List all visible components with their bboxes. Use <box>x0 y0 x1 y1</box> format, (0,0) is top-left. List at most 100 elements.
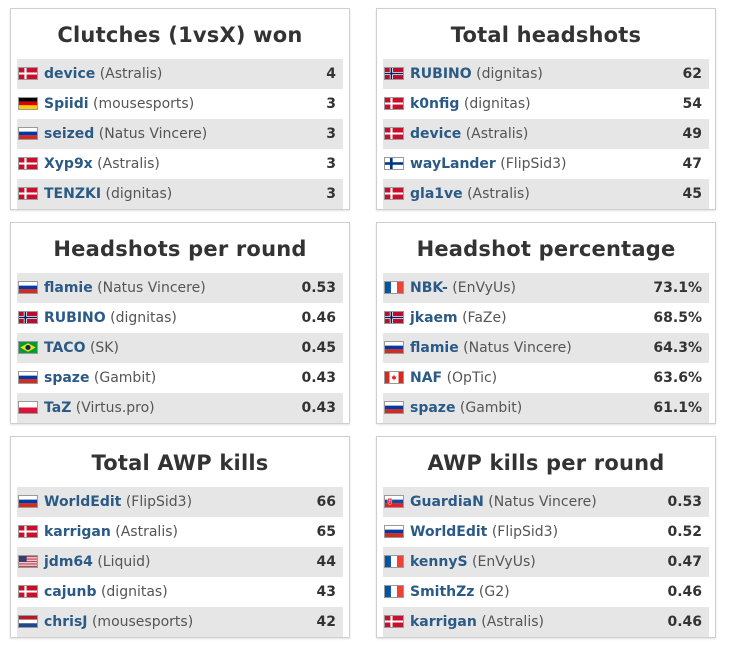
team-name: (dignitas) <box>100 584 168 600</box>
team-name: (Natus Vincere) <box>98 126 208 142</box>
slovakia-flag-icon <box>384 495 404 508</box>
player-entry: device (Astralis) <box>410 119 528 149</box>
stat-value: 0.47 <box>667 554 702 570</box>
headshots-per-round-panel: Headshots per round flamie (Natus Vincere… <box>10 222 350 424</box>
player-name-link[interactable]: TENZKI <box>44 186 102 202</box>
team-name: (Astralis) <box>97 156 160 172</box>
team-name: (FlipSid3) <box>125 494 193 510</box>
player-name-link[interactable]: NBK- <box>410 280 448 296</box>
team-name: (dignitas) <box>463 96 531 112</box>
table-row: RUBINO (dignitas) 0.46 <box>17 303 343 333</box>
stat-value: 0.46 <box>667 614 702 630</box>
clutches-won-panel: Clutches (1vsX) won device (Astralis) 4 Spi… <box>10 8 350 210</box>
player-name-link[interactable]: TaZ <box>44 400 72 416</box>
player-entry: flamie (Natus Vincere) <box>44 273 206 303</box>
team-name: (Liquid) <box>97 554 151 570</box>
team-name: (Astralis) <box>467 186 530 202</box>
table-row: Xyp9x (Astralis) 3 <box>17 149 343 179</box>
player-name-link[interactable]: device <box>44 66 96 82</box>
total-headshots-panel: Total headshots RUBINO (dignitas) 62 k0nfig… <box>376 8 716 210</box>
team-name: (Astralis) <box>481 614 544 630</box>
table-row: karrigan (Astralis) 65 <box>17 517 343 547</box>
denmark-flag-icon <box>18 525 38 538</box>
player-entry: GuardiaN (Natus Vincere) <box>410 487 597 517</box>
stat-value: 4 <box>326 66 336 82</box>
player-entry: jdm64 (Liquid) <box>44 547 151 577</box>
player-name-link[interactable]: Xyp9x <box>44 156 93 172</box>
player-entry: device (Astralis) <box>44 59 162 89</box>
player-name-link[interactable]: wayLander <box>410 156 496 172</box>
player-name-link[interactable]: karrigan <box>44 524 111 540</box>
denmark-flag-icon <box>384 97 404 110</box>
table-row: cajunb (dignitas) 43 <box>17 577 343 607</box>
player-name-link[interactable]: WorldEdit <box>410 524 488 540</box>
team-name: (Gambit) <box>459 400 523 416</box>
table-row: device (Astralis) 4 <box>17 59 343 89</box>
table-row: flamie (Natus Vincere) 64.3% <box>383 333 709 363</box>
stat-value: 0.52 <box>667 524 702 540</box>
table-row: TaZ (Virtus.pro) 0.43 <box>17 393 343 423</box>
player-name-link[interactable]: device <box>410 126 462 142</box>
team-name: (Natus Vincere) <box>463 340 572 356</box>
player-name-link[interactable]: RUBINO <box>44 310 106 326</box>
russia-flag-icon <box>18 495 38 508</box>
denmark-flag-icon <box>384 187 404 200</box>
player-entry: RUBINO (dignitas) <box>44 303 177 333</box>
table-row: flamie (Natus Vincere) 0.53 <box>17 273 343 303</box>
player-name-link[interactable]: seized <box>44 126 95 142</box>
player-name-link[interactable]: k0nfig <box>410 96 460 112</box>
player-entry: jkaem (FaZe) <box>410 303 507 333</box>
panel-title: Headshot percentage <box>416 237 676 261</box>
player-name-link[interactable]: Spiidi <box>44 96 89 112</box>
poland-flag-icon <box>18 401 38 414</box>
player-name-link[interactable]: RUBINO <box>410 66 472 82</box>
player-name-link[interactable]: cajunb <box>44 584 97 600</box>
table-row: spaze (Gambit) 61.1% <box>383 393 709 423</box>
team-name: (dignitas) <box>476 66 543 82</box>
team-name: (EnVyUs) <box>472 554 536 570</box>
team-name: (dignitas) <box>110 310 177 326</box>
team-name: (FaZe) <box>462 310 507 326</box>
russia-flag-icon <box>18 127 38 140</box>
stat-value: 0.45 <box>301 340 336 356</box>
norway-flag-icon <box>18 311 38 324</box>
denmark-flag-icon <box>18 585 38 598</box>
denmark-flag-icon <box>18 157 38 170</box>
player-name-link[interactable]: spaze <box>410 400 456 416</box>
stat-value: 68.5% <box>653 310 702 326</box>
player-name-link[interactable]: flamie <box>44 280 93 296</box>
stat-value: 0.46 <box>667 584 702 600</box>
stat-value: 73.1% <box>653 280 702 296</box>
table-row: chrisJ (mousesports) 42 <box>17 607 343 637</box>
france-flag-icon <box>384 281 404 294</box>
player-name-link[interactable]: GuardiaN <box>410 494 484 510</box>
player-name-link[interactable]: TACO <box>44 340 86 356</box>
team-name: (Natus Vincere) <box>97 280 206 296</box>
player-name-link[interactable]: jdm64 <box>44 554 93 570</box>
player-name-link[interactable]: flamie <box>410 340 459 356</box>
france-flag-icon <box>384 555 404 568</box>
player-name-link[interactable]: spaze <box>44 370 90 386</box>
table-row: Spiidi (mousesports) 3 <box>17 89 343 119</box>
player-entry: seized (Natus Vincere) <box>44 119 207 149</box>
stat-value: 62 <box>682 66 702 82</box>
player-entry: k0nfig (dignitas) <box>410 89 531 119</box>
player-name-link[interactable]: jkaem <box>410 310 458 326</box>
player-name-link[interactable]: WorldEdit <box>44 494 122 510</box>
player-entry: WorldEdit (FlipSid3) <box>44 487 192 517</box>
table-row: kennyS (EnVyUs) 0.47 <box>383 547 709 577</box>
player-name-link[interactable]: karrigan <box>410 614 477 630</box>
player-name-link[interactable]: NAF <box>410 370 443 386</box>
stat-value: 0.43 <box>301 370 336 386</box>
player-name-link[interactable]: chrisJ <box>44 614 88 630</box>
russia-flag-icon <box>18 371 38 384</box>
player-name-link[interactable]: kennyS <box>410 554 468 570</box>
finland-flag-icon <box>384 157 404 170</box>
player-entry: kennyS (EnVyUs) <box>410 547 536 577</box>
team-name: (Astralis) <box>99 66 163 82</box>
player-name-link[interactable]: SmithZz <box>410 584 475 600</box>
player-name-link[interactable]: gla1ve <box>410 186 463 202</box>
player-entry: TENZKI (dignitas) <box>44 179 172 209</box>
player-entry: wayLander (FlipSid3) <box>410 149 567 179</box>
